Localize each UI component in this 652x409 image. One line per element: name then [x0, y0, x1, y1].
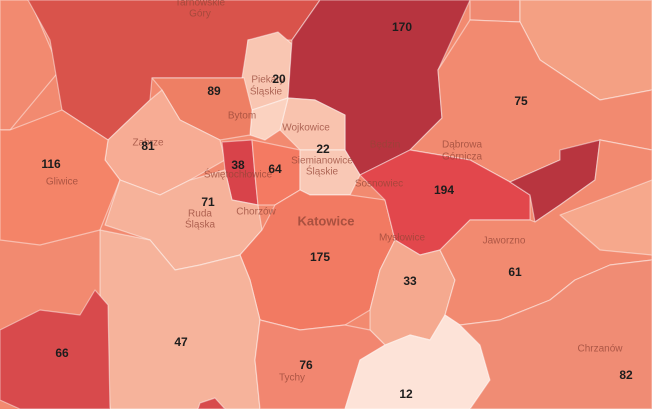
place-label-wojkowice: Wojkowice — [282, 123, 330, 134]
value-label-piekary: 20 — [272, 72, 286, 86]
value-label-ruda: 71 — [201, 195, 215, 209]
place-label-siemianowice: Siemianowice — [291, 156, 353, 167]
value-label-bedzin: 170 — [392, 20, 412, 34]
region-chrzanow[interactable] — [459, 259, 652, 409]
region-far-east[interactable] — [559, 179, 652, 256]
place-label-ruda-2: Śląska — [185, 218, 215, 231]
place-label-chrzanow: Chrzanów — [577, 344, 623, 355]
place-label-siemianowice-2: Śląskie — [306, 165, 339, 178]
region-gliwice[interactable] — [0, 109, 121, 246]
place-label-gliwice: Gliwice — [46, 177, 79, 188]
value-label-swietochlowice: 38 — [231, 158, 245, 172]
place-label-tarnowskie-gory-2: Góry — [189, 9, 211, 20]
value-label-west-lower: 66 — [55, 346, 69, 360]
region-upper-right[interactable] — [469, 0, 521, 23]
region-jaworzno[interactable] — [439, 139, 652, 326]
value-label-dabrowa: 75 — [514, 94, 528, 108]
place-label-jaworzno: Jaworzno — [483, 236, 526, 247]
place-label-piekary: Piekary — [251, 75, 284, 86]
place-label-tychy: Tychy — [279, 373, 305, 384]
value-label-katowice: 175 — [310, 250, 330, 264]
value-label-chrzanow: 82 — [619, 368, 633, 382]
value-label-bytom: 89 — [207, 84, 221, 98]
place-label-ruda: Ruda — [188, 209, 212, 220]
place-label-swietochlowice: Świętochłowice — [204, 168, 273, 181]
place-label-katowice: Katowice — [297, 213, 354, 228]
value-label-mikolow: 47 — [174, 335, 188, 349]
value-label-gliwice: 116 — [41, 157, 61, 171]
region-left-outer[interactable] — [0, 0, 61, 131]
value-label-myslowice: 33 — [403, 274, 417, 288]
region-west-lower[interactable] — [0, 289, 111, 409]
value-label-siemianowice: 22 — [316, 142, 330, 156]
region-bottom-red[interactable] — [197, 397, 226, 409]
value-label-sosnowiec: 194 — [434, 183, 454, 197]
place-label-zabrze: Zabrze — [132, 138, 164, 149]
place-label-chorzow: Chorzów — [236, 207, 276, 218]
place-label-sosnowiec: Sosnowiec — [355, 179, 403, 190]
value-label-chorzow: 64 — [268, 162, 282, 176]
place-label-bedzin: Będzin — [370, 140, 401, 151]
place-label-dabrowa: Dąbrowa — [442, 140, 482, 151]
place-label-tarnowskie-gory: Tarnowskie — [175, 0, 225, 9]
value-label-south-pale: 12 — [399, 387, 413, 401]
value-label-jaworzno: 61 — [508, 265, 522, 279]
place-label-bytom: Bytom — [228, 111, 256, 122]
place-label-dabrowa-2: Górnicza — [442, 152, 482, 163]
place-label-myslowice: Mysłowice — [379, 233, 426, 244]
value-label-tychy: 76 — [299, 358, 313, 372]
value-label-zabrze: 81 — [141, 139, 155, 153]
place-label-piekary-2: Śląskie — [250, 85, 283, 98]
